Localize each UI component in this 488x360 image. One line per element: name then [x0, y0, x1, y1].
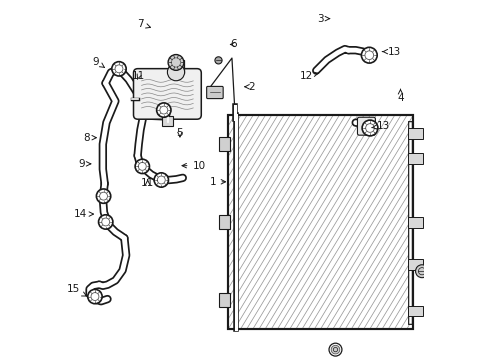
Text: 9: 9 [78, 159, 91, 169]
Text: 2: 2 [244, 82, 255, 92]
Bar [228, 116, 412, 329]
Text: 14: 14 [73, 209, 93, 219]
Text: 4: 4 [396, 89, 403, 103]
Circle shape [168, 55, 183, 70]
FancyBboxPatch shape [357, 117, 375, 135]
Circle shape [362, 120, 377, 136]
Text: 11: 11 [141, 178, 154, 188]
Circle shape [167, 63, 184, 81]
Bar [171, 60, 184, 73]
Bar [162, 116, 172, 126]
Bar [407, 217, 422, 228]
Text: 5: 5 [176, 129, 183, 138]
Circle shape [156, 103, 171, 117]
Circle shape [135, 159, 149, 174]
Circle shape [154, 173, 168, 187]
Text: 15: 15 [67, 284, 86, 296]
Text: 1: 1 [209, 177, 225, 187]
FancyBboxPatch shape [133, 69, 201, 119]
Bar [228, 116, 412, 329]
Text: 13: 13 [371, 121, 389, 131]
Circle shape [96, 189, 110, 203]
Text: 8: 8 [83, 133, 96, 143]
Bar [219, 293, 230, 307]
Text: 12: 12 [299, 71, 318, 81]
Text: 7: 7 [137, 19, 150, 29]
Bar [407, 153, 422, 164]
Circle shape [361, 47, 376, 63]
Circle shape [214, 57, 222, 64]
Circle shape [88, 289, 102, 304]
Circle shape [112, 62, 126, 76]
Circle shape [330, 345, 339, 354]
Text: 3: 3 [316, 14, 329, 24]
Bar [407, 128, 422, 139]
Text: 13: 13 [382, 46, 400, 57]
FancyBboxPatch shape [206, 86, 223, 99]
Bar [407, 259, 422, 270]
Bar [407, 306, 422, 316]
Bar [219, 137, 230, 151]
Circle shape [415, 265, 427, 278]
Text: 6: 6 [230, 40, 237, 49]
Text: 10: 10 [182, 161, 205, 171]
Circle shape [328, 343, 341, 356]
Bar [219, 215, 230, 229]
Text: 11: 11 [132, 71, 145, 81]
Text: 9: 9 [92, 57, 104, 68]
Circle shape [99, 215, 113, 229]
